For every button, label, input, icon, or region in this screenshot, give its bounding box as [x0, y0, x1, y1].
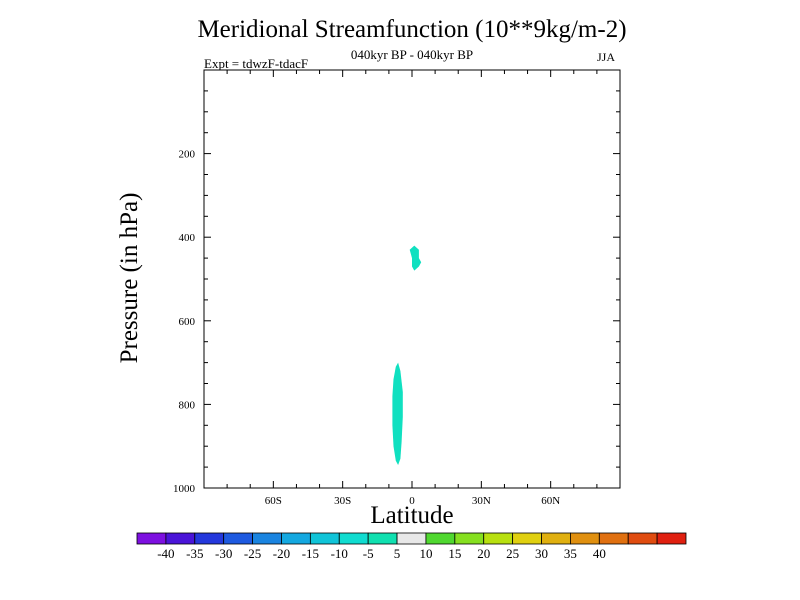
colorbar-label: 25: [506, 546, 519, 561]
colorbar-box: [223, 532, 253, 545]
colorbar-label: 20: [477, 546, 490, 561]
x-tick-label: 0: [409, 495, 415, 507]
colorbar-label: 35: [564, 546, 577, 561]
season-annotation: JJA: [597, 50, 616, 64]
y-tick-label: 800: [179, 399, 196, 411]
x-tick-label: 60S: [265, 495, 282, 507]
colorbar-box: [281, 532, 311, 545]
colorbar-label: -40: [157, 546, 174, 561]
contour-region-2: [392, 362, 403, 465]
y-tick-label: 400: [179, 232, 196, 244]
colorbar-box: [483, 532, 514, 545]
x-tick-label: 30N: [472, 495, 491, 507]
colorbar-box: [194, 532, 225, 545]
colorbar-label: 5: [394, 546, 401, 561]
colorbar-box: [570, 532, 600, 545]
colorbar-label: 15: [448, 546, 461, 561]
colorbar-label: -20: [273, 546, 290, 561]
experiment-annotation: Expt = tdwzF-tdacF: [204, 56, 309, 71]
x-tick-label: 30S: [334, 495, 351, 507]
chart-subtitle: 040kyr BP - 040kyr BP: [350, 47, 474, 62]
x-axis-label: Latitude: [370, 502, 454, 529]
colorbar-label: 10: [419, 546, 432, 561]
colorbar-box: [309, 532, 340, 545]
chart-title: Meridional Streamfunction (10**9kg/m-2): [197, 16, 627, 43]
colorbar-box: [627, 532, 658, 545]
plot-frame: [203, 69, 621, 489]
contour-region-1: [409, 245, 422, 271]
colorbar-box: [454, 532, 485, 545]
colorbar-label: -30: [215, 546, 232, 561]
colorbar-box: [252, 532, 282, 545]
y-tick-label: 600: [179, 316, 196, 328]
colorbar-box: [656, 532, 687, 545]
colorbar-box: [425, 532, 456, 545]
colorbar-box: [338, 532, 369, 545]
colorbar-label: 40: [593, 546, 606, 561]
colorbar-box: [396, 532, 427, 545]
colorbar-label: -15: [302, 546, 319, 561]
colorbar-box: [512, 532, 542, 545]
colorbar-box: [541, 532, 571, 545]
colorbar-label: -35: [186, 546, 203, 561]
colorbar-label: -25: [244, 546, 261, 561]
colorbar-label: 30: [535, 546, 548, 561]
colorbar-box: [598, 532, 629, 545]
colorbar-label: -5: [363, 546, 374, 561]
colorbar-box: [136, 532, 167, 545]
colorbar-label: -10: [331, 546, 348, 561]
colorbar-box: [367, 532, 398, 545]
y-tick-label: 200: [179, 149, 196, 161]
x-tick-label: 60N: [541, 495, 560, 507]
colorbar-box: [165, 532, 196, 545]
y-tick-label: 1000: [173, 483, 196, 495]
